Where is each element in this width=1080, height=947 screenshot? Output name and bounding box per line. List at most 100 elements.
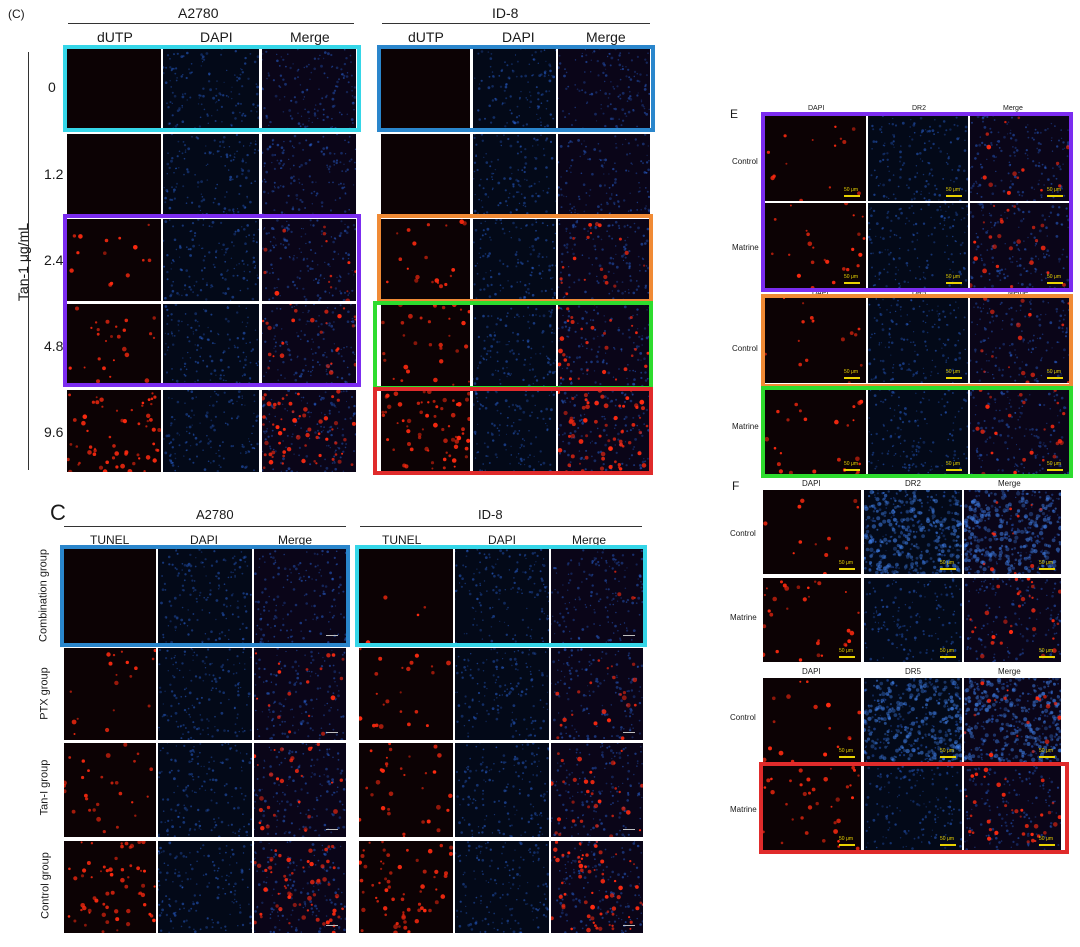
column-header: DR5 (912, 290, 927, 297)
column-header: Merge (1008, 290, 1028, 297)
scale-bar (1047, 282, 1063, 284)
merge-micrograph (558, 48, 650, 130)
row-label: Tan-I group (38, 759, 51, 816)
scale-bar (1039, 568, 1055, 570)
merge-micrograph: 50 μm (964, 678, 1061, 762)
merge-micrograph: 50 μm (970, 298, 1069, 383)
blue-micrograph (158, 743, 252, 837)
merge-micrograph (262, 134, 356, 216)
red-micrograph (67, 48, 161, 130)
column-header: DAPI (200, 29, 233, 45)
blue-micrograph (473, 219, 556, 301)
column-header: Merge (586, 29, 626, 45)
row-label: Combination group (37, 549, 50, 642)
merge-micrograph: 50 μm (970, 116, 1069, 201)
scale-bar (946, 282, 962, 284)
red-micrograph: 50 μm (765, 116, 866, 201)
merge-micrograph: 50 μm (970, 390, 1069, 475)
red-micrograph: 50 μm (765, 298, 866, 383)
blue-micrograph (158, 648, 252, 740)
red-micrograph (64, 841, 156, 933)
blue-micrograph (455, 648, 549, 740)
blue-micrograph (163, 304, 259, 386)
scale-bar-label: 50 μm (839, 748, 853, 754)
axis-bracket (28, 52, 29, 470)
scale-bar-label: 50 μm (844, 274, 858, 280)
column-header: DAPI (808, 105, 825, 112)
panel-letter: (C) (8, 7, 25, 21)
scale-bar (940, 656, 956, 658)
scale-bar-label: 50 μm (1039, 560, 1053, 566)
scale-bar (839, 756, 855, 758)
row-label: Control (732, 344, 758, 353)
red-micrograph (64, 549, 156, 643)
red-micrograph (67, 134, 161, 216)
scale-bar (326, 925, 338, 926)
scale-bar (844, 377, 860, 379)
scale-bar (844, 282, 860, 284)
scale-bar (844, 469, 860, 471)
scale-bar (946, 377, 962, 379)
scale-bar-label: 50 μm (839, 836, 853, 842)
red-micrograph (67, 390, 161, 472)
red-micrograph (381, 219, 470, 301)
group-underline-a2780 (64, 526, 346, 527)
column-header: DR5 (905, 667, 922, 676)
merge-micrograph (262, 390, 356, 472)
column-header: Merge (998, 667, 1021, 676)
scale-bar (940, 844, 956, 846)
scale-bar-label: 50 μm (940, 836, 954, 842)
scale-bar (1039, 844, 1055, 846)
column-header: TUNEL (90, 533, 130, 547)
red-micrograph (381, 304, 470, 386)
column-header: DAPI (190, 533, 219, 547)
scale-bar-label: 50 μm (940, 560, 954, 566)
scale-bar-label: 50 μm (940, 748, 954, 754)
blue-micrograph (473, 134, 556, 216)
red-micrograph (381, 390, 470, 472)
scale-bar-label: 50 μm (1047, 461, 1061, 467)
scale-bar-label: 50 μm (1047, 187, 1061, 193)
scale-bar (623, 829, 635, 830)
scale-bar (623, 635, 635, 636)
scale-bar (940, 756, 956, 758)
column-header: Merge (572, 533, 607, 547)
panel-letter: C (50, 500, 66, 525)
red-micrograph (64, 743, 156, 837)
merge-micrograph (551, 743, 643, 837)
scale-bar (326, 732, 338, 733)
scale-bar-label: 50 μm (946, 461, 960, 467)
scale-bar (839, 656, 855, 658)
panel-letter: F (732, 479, 740, 493)
group-label-id8: ID-8 (478, 507, 503, 522)
red-micrograph (67, 304, 161, 386)
row-label: Matrine (730, 805, 757, 814)
row-label: 1.2 (44, 166, 64, 182)
merge-micrograph (551, 841, 643, 933)
row-label: 2.4 (44, 252, 64, 268)
column-header: DAPI (488, 533, 517, 547)
blue-micrograph: 50 μm (864, 678, 962, 762)
red-micrograph: 50 μm (763, 766, 861, 850)
blue-micrograph (163, 390, 259, 472)
scale-bar (1039, 756, 1055, 758)
blue-micrograph: 50 μm (868, 203, 968, 288)
merge-micrograph: 50 μm (964, 490, 1061, 574)
merge-micrograph (551, 549, 643, 643)
blue-micrograph: 50 μm (868, 390, 968, 475)
red-micrograph: 50 μm (763, 490, 861, 574)
column-header: DAPI (502, 29, 535, 45)
scale-bar (946, 469, 962, 471)
column-header: TUNEL (382, 533, 422, 547)
red-micrograph (64, 648, 156, 740)
scale-bar-label: 50 μm (839, 648, 853, 654)
blue-micrograph (163, 134, 259, 216)
merge-micrograph (262, 48, 356, 130)
column-header: DAPI (812, 290, 829, 297)
group-label-a2780: A2780 (178, 5, 219, 21)
row-label: PTX group (38, 667, 51, 720)
scale-bar-label: 50 μm (946, 187, 960, 193)
blue-micrograph (163, 219, 259, 301)
merge-micrograph: 50 μm (964, 766, 1061, 850)
group-underline-id8 (382, 23, 650, 24)
